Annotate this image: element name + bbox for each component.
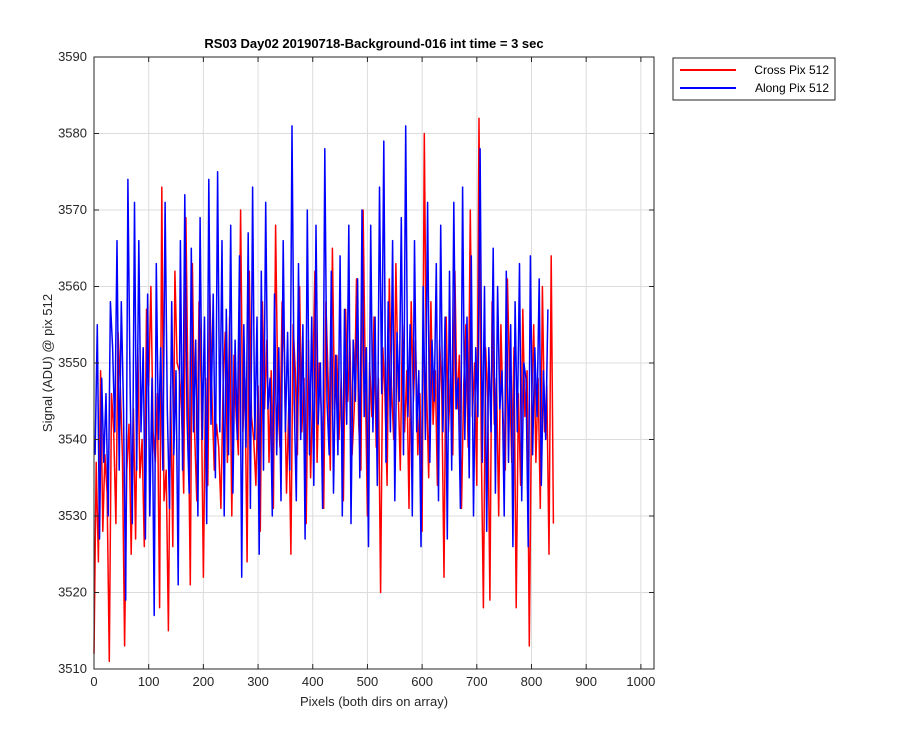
axis-ticks: 0 100 200 300 400 500 600 700 800 900 1000 3510 3520… <box>58 49 655 689</box>
x-tick-label: 200 <box>193 674 215 689</box>
series-layer <box>93 117 555 663</box>
x-tick-label: 800 <box>521 674 543 689</box>
y-tick-label: 3550 <box>58 355 87 370</box>
series-line-along-pix-512 <box>94 125 549 617</box>
x-tick-label: 700 <box>466 674 488 689</box>
x-tick-label: 600 <box>411 674 433 689</box>
y-tick-label: 3560 <box>58 279 87 294</box>
x-tick-label: 900 <box>575 674 597 689</box>
x-axis-label: Pixels (both dirs on array) <box>300 694 448 709</box>
legend-label-along: Along Pix 512 <box>755 81 829 95</box>
x-tick-label: 300 <box>247 674 269 689</box>
legend: Cross Pix 512 Along Pix 512 <box>672 57 836 101</box>
y-tick-label: 3540 <box>58 432 87 447</box>
chart-title: RS03 Day02 20190718-Background-016 int t… <box>204 36 543 51</box>
x-tick-label: 400 <box>302 674 324 689</box>
x-tick-label: 500 <box>357 674 379 689</box>
x-tick-label: 100 <box>138 674 160 689</box>
legend-label-cross: Cross Pix 512 <box>754 63 829 77</box>
y-tick-label: 3510 <box>58 661 87 676</box>
y-axis-label: Signal (ADU) @ pix 512 <box>40 294 55 432</box>
y-tick-label: 3580 <box>58 126 87 141</box>
y-tick-label: 3520 <box>58 585 87 600</box>
legend-box <box>672 57 836 101</box>
y-tick-label: 3530 <box>58 508 87 523</box>
y-tick-label: 3570 <box>58 202 87 217</box>
x-tick-label: 0 <box>90 674 97 689</box>
x-tick-label: 1000 <box>626 674 655 689</box>
y-tick-label: 3590 <box>58 49 87 64</box>
